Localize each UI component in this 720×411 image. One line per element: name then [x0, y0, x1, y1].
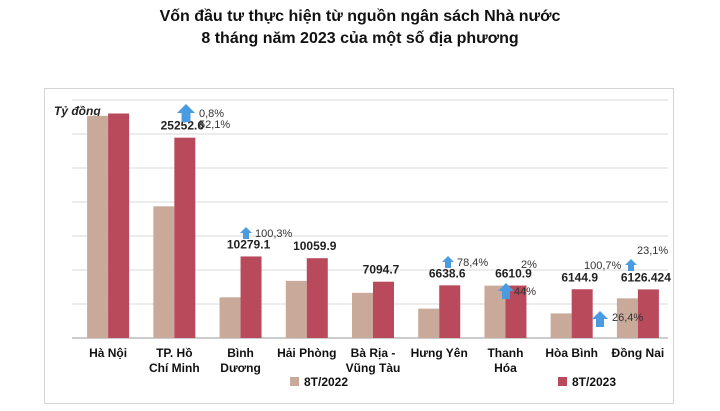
chart-title: Vốn đầu tư thực hiện từ nguồn ngân sách …: [159, 8, 561, 25]
bar-2022-2: [219, 297, 241, 338]
category-label-4-0: Bà Rịa -: [351, 346, 396, 360]
bar-2022-8: [616, 298, 638, 338]
category-label-7-0: Hòa Bình: [545, 346, 598, 360]
category-label-4-1: Vũng Tàu: [346, 361, 401, 375]
data-label-7: 6144.9: [561, 270, 598, 284]
bar-2023-2: [240, 256, 262, 338]
bar-2022-6: [484, 285, 506, 338]
category-label-1-1: Chí Minh: [149, 361, 200, 375]
growth-arrow-icon-hoabinh: [592, 311, 608, 327]
growth-annotation-thanhhoa-2: 44%: [514, 286, 536, 298]
growth-arrow-icon-thanhhoa-2: [498, 283, 514, 299]
bar-2023-5: [439, 285, 461, 338]
data-label-1: 25252.6: [161, 119, 205, 133]
growth-annotation-hoabinh: 26,4%: [612, 312, 643, 324]
bar-2023-8: [637, 289, 659, 338]
category-label-5-0: Hưng Yên: [411, 346, 468, 360]
data-label-2: 10279.1: [227, 237, 271, 251]
category-label-6-0: Thanh: [487, 346, 523, 360]
category-label-0-0: Hà Nội: [89, 346, 127, 360]
chart-title-block: Vốn đầu tư thực hiện từ nguồn ngân sách …: [0, 6, 720, 50]
y-axis-label: Tỷ đồng: [54, 104, 101, 118]
category-label-3-0: Hải Phòng: [277, 346, 336, 360]
data-label-8: 6126.424: [621, 270, 671, 284]
legend-label-2023: 8T/2023: [572, 375, 616, 389]
chart-frame: [44, 88, 674, 404]
chart-subtitle: 8 tháng năm 2023 của một số địa phương: [201, 30, 519, 47]
growth-arrow-icon-hcm-1: [177, 104, 195, 122]
data-label-4: 7094.7: [363, 263, 400, 277]
category-label-6-1: Hóa: [494, 361, 517, 375]
bar-2023-0: [108, 113, 130, 338]
category-label-1-0: TP. Hồ: [156, 346, 192, 360]
bar-2023-1: [174, 137, 196, 338]
growth-annotation-hungyen: 78,4%: [457, 257, 488, 269]
growth-annotation-hcm-2: 52,1%: [199, 119, 230, 131]
legend-swatch-2023: [558, 377, 567, 386]
data-label-3: 10059.9: [293, 239, 337, 253]
bar-2022-3: [285, 280, 307, 338]
bar-2023-6: [505, 285, 527, 338]
bar-2023-4: [373, 281, 394, 338]
growth-annotation-binhduong: 100,3%: [255, 228, 293, 240]
growth-arrow-icon-binhduong: [240, 227, 252, 239]
legend-swatch-2022: [290, 377, 299, 386]
category-label-2-1: Dương: [220, 361, 261, 375]
growth-annotation-thanhhoa-1: 2%: [521, 259, 537, 271]
growth-annotation-dongnai-1: 100,7%: [584, 260, 622, 272]
bar-2022-7: [550, 313, 572, 338]
growth-annotation-hcm-1: 0,8%: [199, 108, 224, 120]
bar-2023-7: [571, 289, 593, 338]
bar-2023-3: [306, 258, 328, 338]
data-label-6: 6610.9: [495, 267, 532, 281]
category-label-2-0: Bình: [227, 346, 254, 360]
growth-arrow-icon-dongnai-1: [625, 259, 637, 271]
category-label-8-0: Đồng Nai: [612, 346, 665, 360]
bar-2022-5: [418, 308, 440, 338]
growth-annotation-dongnai-2: 23,1%: [637, 245, 668, 257]
bar-2022-4: [352, 292, 373, 338]
bar-2022-0: [87, 115, 109, 338]
legend-label-2022: 8T/2022: [304, 375, 348, 389]
data-label-5: 6638.6: [429, 266, 466, 280]
bar-2022-1: [153, 206, 175, 338]
growth-arrow-icon-hungyen: [442, 256, 454, 268]
